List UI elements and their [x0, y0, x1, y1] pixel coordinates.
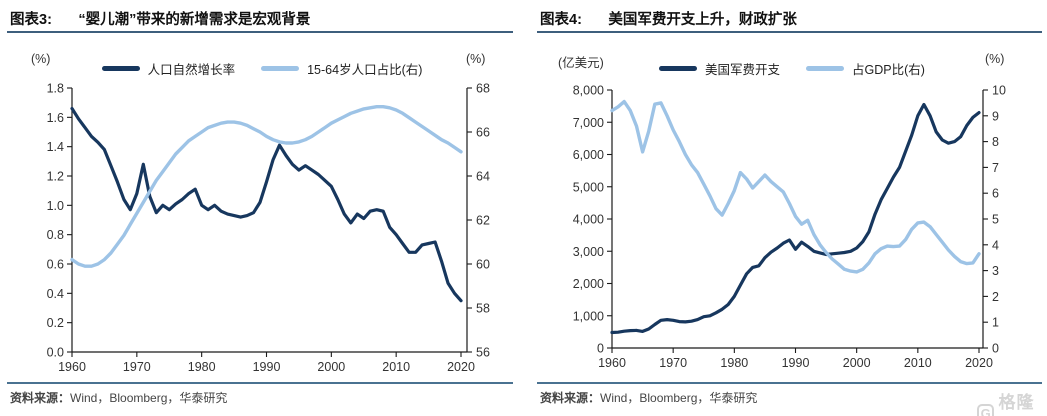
left-axis-tick-label: 0.2	[47, 316, 64, 330]
right-axis-unit-label: (%)	[466, 52, 486, 66]
left-axis-tick-label: 1.0	[47, 199, 64, 213]
left-axis-tick-label: 1.6	[47, 111, 64, 125]
chart-title-row: 图表4: 美国军费开支上升，财政扩张	[540, 8, 797, 29]
source-prefix: 资料来源：	[10, 391, 71, 405]
logo-g-icon: G	[977, 403, 995, 416]
right-axis-unit-label: (%)	[985, 52, 1005, 66]
chart-area: (%) (%) 人口自然增长率 15-64岁人口占比(右) 0.0 0.2 0.4 0…	[7, 0, 513, 416]
legend-line-swatch-dark	[101, 65, 140, 71]
right-axis-tick-label: 64	[476, 170, 490, 184]
legend-line-swatch-light	[261, 65, 300, 71]
x-axis-tick-label: 1960	[58, 360, 86, 374]
legend-label: 美国军费开支	[705, 62, 781, 77]
right-axis-tick-label: 2	[992, 290, 999, 304]
left-axis-tick-label: 0.8	[47, 228, 64, 242]
left-axis-tick-label: 0	[597, 342, 604, 356]
source-line: 资料来源：Wind，Bloomberg，华泰研究	[10, 389, 227, 406]
left-axis-tick-label: 1.8	[47, 82, 64, 96]
left-axis-tick-label: 3,000	[573, 245, 604, 259]
chart-panel-left: 图表3: “婴儿潮”带来的新增需求是宏观背景 (%) (%) 人口自然增长率 1…	[7, 0, 513, 416]
right-axis-tick-label: 5	[992, 213, 999, 227]
legend-entry: 15-64岁人口占比(右)	[261, 59, 422, 78]
left-axis-tick-label: 0.0	[47, 346, 64, 360]
title-underline	[7, 31, 513, 33]
chart-title: 美国军费开支上升，财政扩张	[608, 12, 797, 28]
left-axis-tick-label: 6,000	[573, 148, 604, 162]
source-prefix: 资料来源：	[540, 391, 601, 405]
x-axis-tick-label: 2010	[904, 356, 932, 370]
right-axis-tick-label: 4	[992, 238, 999, 252]
left-axis-tick-label: 0.6	[47, 258, 64, 272]
legend-label: 占GDP比(右)	[852, 62, 925, 77]
legend-label: 15-64岁人口占比(右)	[307, 62, 423, 77]
source-separator	[537, 382, 1042, 384]
x-axis-tick-label: 2020	[965, 356, 993, 370]
title-underline	[537, 31, 1042, 33]
left-axis-tick-label: 1.2	[47, 170, 64, 184]
left-axis-tick-label: 1,000	[573, 309, 604, 323]
x-axis-tick-label: 1990	[782, 356, 810, 370]
right-axis-tick-label: 8	[992, 135, 999, 149]
chart-title: “婴儿潮”带来的新增需求是宏观背景	[78, 12, 311, 28]
legend-entry: 人口自然增长率	[101, 59, 236, 78]
x-axis-tick-label: 2020	[447, 360, 475, 374]
right-axis-tick-label: 0	[992, 342, 999, 356]
x-axis-tick-label: 1990	[253, 360, 281, 374]
chart-number-label: 图表4:	[540, 12, 582, 28]
legend: 美国军费开支 占GDP比(右)	[592, 59, 992, 78]
series-line-right	[610, 99, 981, 274]
series-line-left	[610, 102, 981, 335]
right-axis-tick-label: 58	[476, 302, 490, 316]
right-axis-tick-label: 6	[992, 187, 999, 201]
series-line-left	[70, 106, 463, 303]
left-axis-unit-label: (亿美元)	[558, 56, 604, 70]
chart-title-row: 图表3: “婴儿潮”带来的新增需求是宏观背景	[10, 8, 310, 29]
x-axis-tick-label: 1970	[123, 360, 151, 374]
right-axis-tick-label: 9	[992, 109, 999, 123]
x-axis-tick-label: 1970	[659, 356, 687, 370]
x-axis-tick-label: 2000	[317, 360, 345, 374]
source-line: 资料来源：Wind，Bloomberg，华泰研究	[540, 389, 757, 406]
legend-line-swatch-light	[806, 65, 845, 71]
right-axis-tick-label: 66	[476, 126, 490, 140]
left-axis-tick-label: 1.4	[47, 140, 64, 154]
x-axis-tick-label: 1980	[720, 356, 748, 370]
right-axis-tick-label: 1	[992, 316, 999, 330]
gelonghui-logo: G 格隆汇	[977, 388, 1047, 416]
left-axis-tick-label: 8,000	[573, 84, 604, 98]
x-axis-tick-label: 1960	[598, 356, 626, 370]
left-axis-tick-label: 2,000	[573, 277, 604, 291]
x-axis-tick-label: 1980	[188, 360, 216, 374]
chart-number-label: 图表3:	[10, 12, 52, 28]
x-axis-tick-label: 2000	[843, 356, 871, 370]
line-chart: 0 1,000 2,000 3,000 4,000 5,000 6,000 7,000 8,00…	[573, 84, 1006, 371]
line-chart: 0.0 0.2 0.4 0.6 0.8 1.0 1.2 1.4 1.6 1.8 56 58 60 62 64…	[47, 82, 490, 375]
chart-area: (亿美元) (%) 美国军费开支 占GDP比(右) 0 1,000 2,000 3,0…	[537, 0, 1042, 416]
right-axis-tick-label: 56	[476, 346, 490, 360]
right-axis-tick-label: 60	[476, 258, 490, 272]
right-axis-tick-label: 10	[992, 84, 1006, 98]
legend: 人口自然增长率 15-64岁人口占比(右)	[62, 59, 462, 78]
right-axis-tick-label: 3	[992, 264, 999, 278]
chart-panel-right: 图表4: 美国军费开支上升，财政扩张 (亿美元) (%) 美国军费开支 占GDP…	[537, 0, 1042, 416]
left-axis-tick-label: 0.4	[47, 287, 64, 301]
series-line-right	[70, 104, 463, 268]
right-axis-tick-label: 7	[992, 161, 999, 175]
x-axis-tick-label: 2010	[382, 360, 410, 374]
left-axis-unit-label: (%)	[31, 52, 51, 66]
source-text: Wind，Bloomberg，华泰研究	[600, 391, 758, 405]
legend-line-swatch-dark	[659, 65, 698, 71]
source-separator	[7, 382, 513, 384]
right-axis-tick-label: 68	[476, 82, 490, 96]
legend-label: 人口自然增长率	[147, 62, 236, 77]
legend-entry: 占GDP比(右)	[806, 59, 925, 78]
source-text: Wind，Bloomberg，华泰研究	[70, 391, 228, 405]
left-axis-tick-label: 5,000	[573, 180, 604, 194]
right-axis-tick-label: 62	[476, 214, 490, 228]
left-axis-tick-label: 7,000	[573, 116, 604, 130]
left-axis-tick-label: 4,000	[573, 213, 604, 227]
legend-entry: 美国军费开支	[659, 59, 780, 78]
logo-text: 格隆汇	[998, 393, 1035, 412]
